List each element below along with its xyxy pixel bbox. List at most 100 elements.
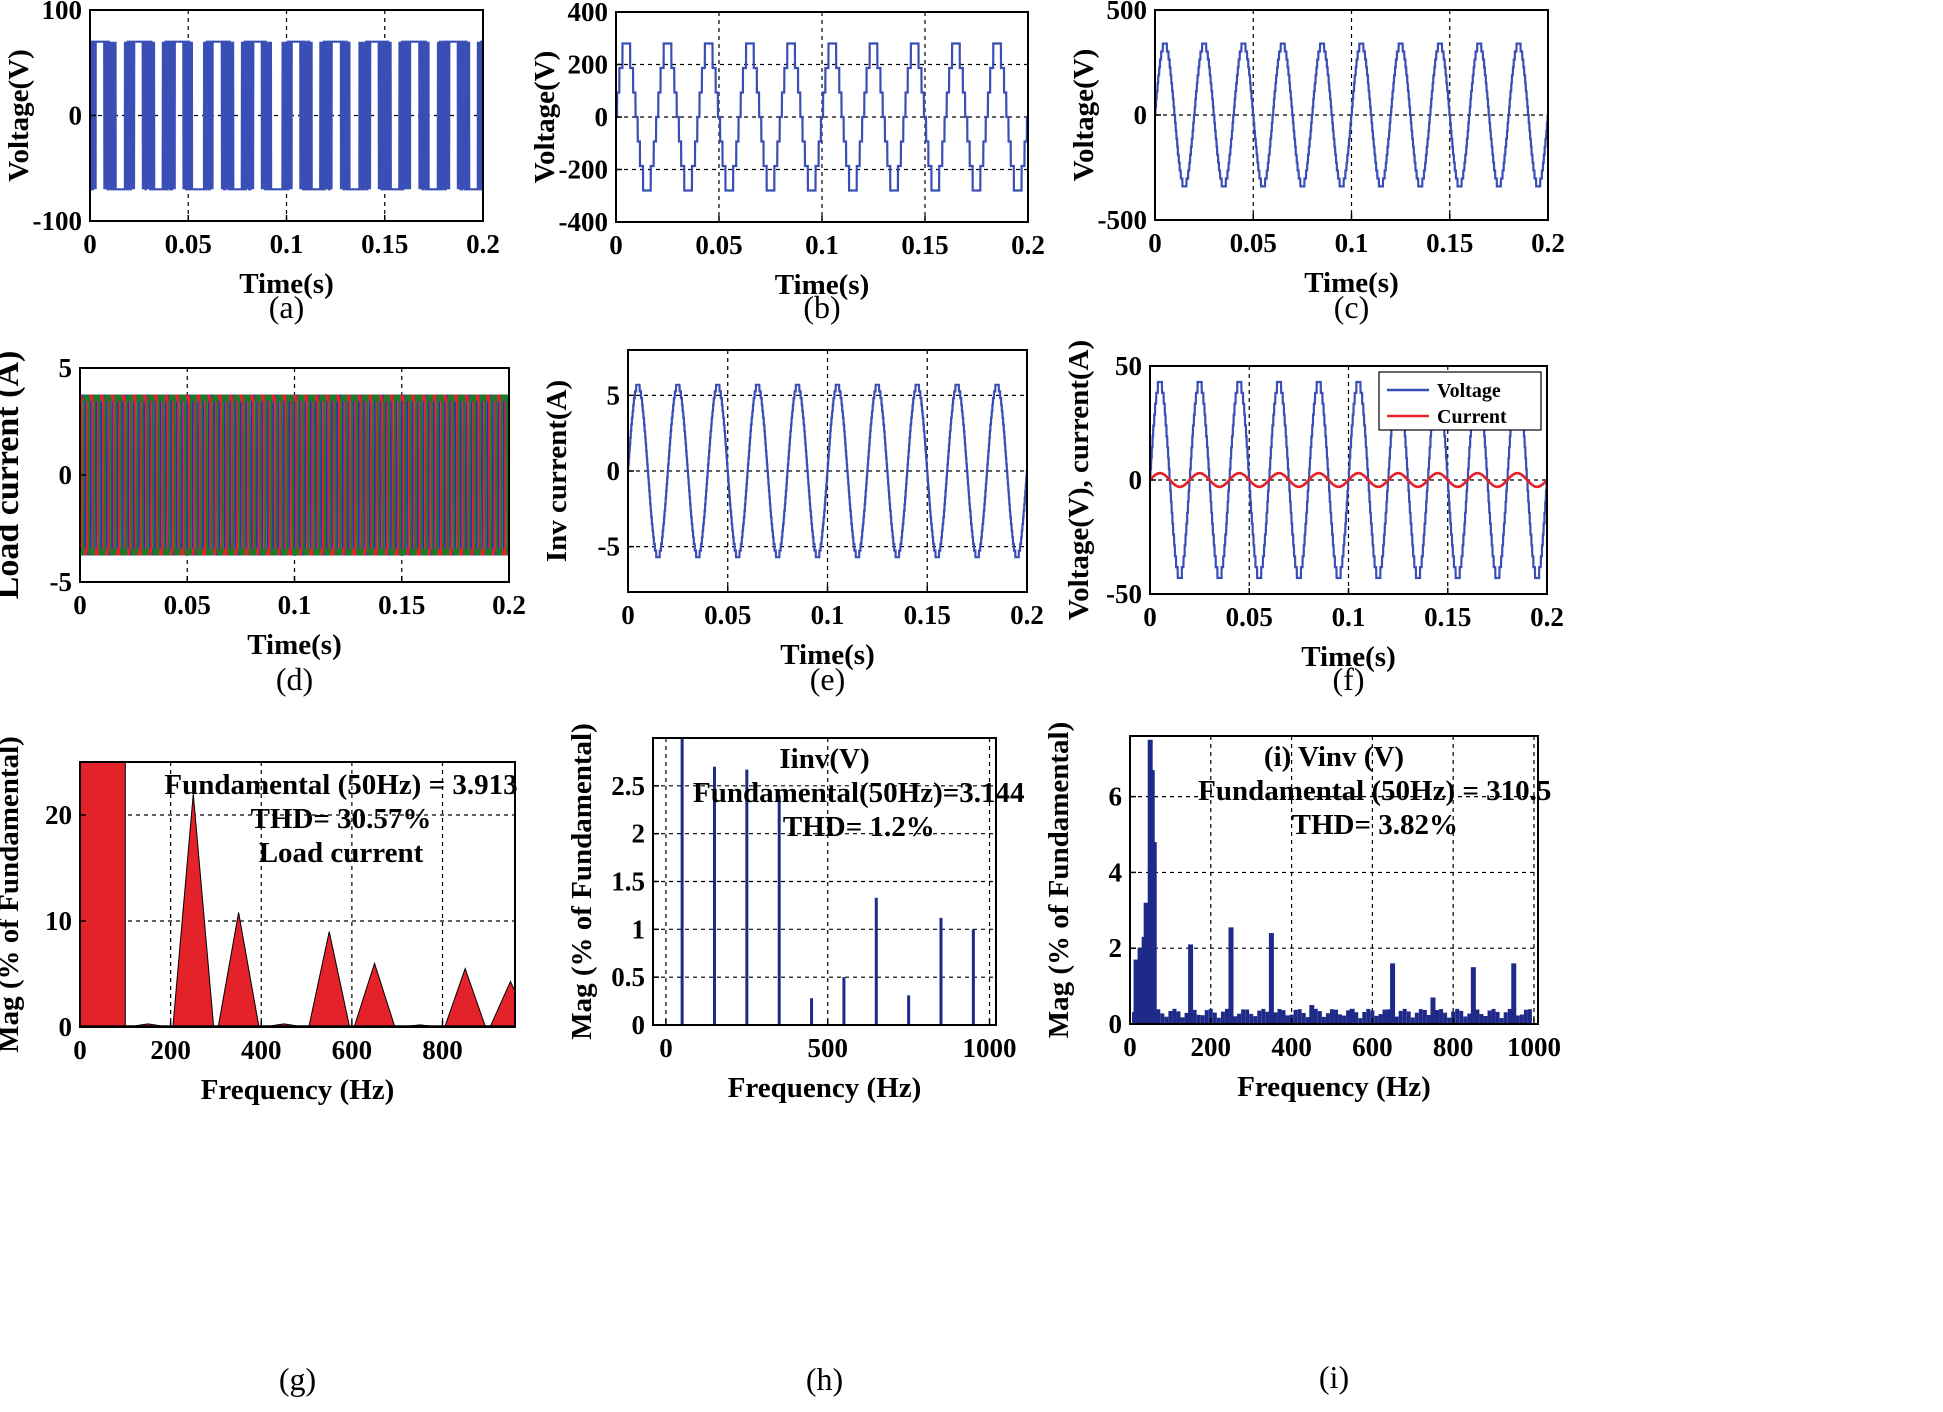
spectrum-bar [1228, 927, 1234, 1024]
spectrum-noise-bar [1156, 1009, 1161, 1024]
spectrum-bar [444, 967, 487, 1027]
x-tick-label: 500 [807, 1033, 848, 1063]
spectrum-noise-bar [1180, 1017, 1185, 1024]
x-tick-label: 0 [1143, 602, 1157, 632]
spectrum-noise-bar [1499, 1018, 1504, 1024]
legend-label: Voltage [1437, 380, 1501, 402]
subfigure-caption: (c) [1334, 289, 1370, 325]
data-group [1155, 42, 1548, 188]
spectrum-bar [1151, 842, 1157, 1024]
y-tick-label: 50 [1115, 351, 1142, 381]
spectrum-bar [712, 766, 716, 1025]
spectrum-noise-bar [1447, 1017, 1452, 1024]
x-tick-label: 0.05 [1226, 602, 1273, 632]
x-tick-label: 0.15 [378, 590, 425, 620]
chart-title: Iinv(V) [779, 743, 869, 775]
spectrum-noise-bar [1463, 1016, 1468, 1024]
annotation: Fundamental (50Hz) = 310.5 [1198, 775, 1551, 807]
chart-g: 0 200 400 600 800 0 10 20 Frequency (Hz) Mag (% o… [0, 736, 518, 1397]
x-tick-label: 0 [1148, 228, 1162, 258]
spectrum-noise-bar [1354, 1012, 1359, 1024]
y-tick-label: 0 [607, 456, 621, 486]
spectrum-noise-bar [1160, 1013, 1165, 1024]
x-tick-label: 0.1 [811, 600, 845, 630]
spectrum-noise-bar [1475, 1009, 1480, 1024]
spectrum-noise-bar [1435, 1010, 1440, 1024]
spectrum-noise-bar [1297, 1009, 1302, 1024]
y-tick-label: 0 [1109, 1009, 1123, 1039]
spectrum-noise-bar [1495, 1011, 1500, 1024]
spectrum-noise-bar [1228, 1010, 1233, 1024]
x-axis-label: Time(s) [1304, 267, 1399, 299]
spectrum-noise-bar [1366, 1008, 1371, 1024]
spectrum-noise-bar [1233, 1016, 1238, 1024]
spectrum-noise-bar [1390, 1013, 1395, 1024]
spectrum-noise-bar [1132, 1012, 1137, 1024]
x-tick-label: 1000 [1507, 1032, 1561, 1062]
spectrum-noise-bar [1329, 1009, 1334, 1024]
spectrum-bar [810, 998, 814, 1025]
subfigure-caption: (h) [806, 1361, 843, 1397]
spectrum-noise-bar [1483, 1015, 1488, 1024]
y-tick-label: 5 [59, 353, 73, 383]
y-axis-label: Mag (% of Fundamental) [0, 736, 25, 1053]
series-line-inv-current [628, 383, 1027, 559]
series-line-phase-a [80, 394, 509, 556]
spectrum-noise-bar [1140, 1010, 1145, 1024]
spectrum-noise-bar [1342, 1015, 1347, 1024]
y-tick-label: 0 [69, 101, 83, 131]
x-tick-label: 0.05 [695, 230, 742, 260]
spectrum-noise-bar [1515, 1015, 1520, 1024]
spectrum-bar [939, 917, 943, 1025]
plot-frame [1129, 735, 1539, 1025]
spectrum-noise-bar [1305, 1017, 1310, 1024]
spectrum-noise-bar [1224, 1008, 1229, 1024]
x-axis-label: Frequency (Hz) [1237, 1071, 1431, 1103]
spectrum-noise-bar [1443, 1012, 1448, 1024]
x-tick-label: 0.2 [1531, 228, 1565, 258]
spectrum-noise-bar [1455, 1008, 1460, 1024]
spectrum-noise-bar [1358, 1018, 1363, 1024]
y-tick-label: 0 [1134, 100, 1148, 130]
spectrum-noise-bar [1148, 1014, 1153, 1024]
x-tick-label: 0.15 [361, 229, 408, 259]
spectrum-noise-bar [1451, 1011, 1456, 1024]
legend-label: Current [1437, 406, 1507, 428]
x-tick-label: 0.15 [901, 230, 948, 260]
spectrum-noise-bar [1317, 1011, 1322, 1024]
annotation: Fundamental (50Hz) = 3.913 [164, 769, 517, 801]
spectrum-bar [1268, 933, 1274, 1024]
spectrum-noise-bar [1370, 1010, 1375, 1024]
y-tick-label: 5 [607, 380, 621, 410]
subfigure-caption: (b) [803, 289, 840, 325]
chart-e: 0 0.05 0.1 0.15 0.2 -5 0 5 Time(s) Inv current(A)… [541, 349, 1044, 697]
spectrum-bar [1511, 963, 1517, 1024]
spectrum-bar [1133, 959, 1139, 1024]
y-axis-label: Voltage(V) [1068, 49, 1100, 182]
series-line-current [1150, 471, 1547, 489]
y-tick-label: 200 [568, 50, 609, 80]
spectrum-bar [172, 793, 215, 1027]
x-tick-label: 400 [1271, 1032, 1312, 1062]
x-tick-label: 0.2 [466, 229, 500, 259]
x-tick-label: 0 [1123, 1032, 1137, 1062]
y-tick-label: 2 [1109, 933, 1123, 963]
x-tick-label: 0.05 [704, 600, 751, 630]
y-tick-label: 0 [595, 102, 609, 132]
spectrum-bar [680, 738, 684, 1025]
spectrum-noise-bar [1220, 1011, 1225, 1024]
chart-i: 0 200 400 600 800 1000 0 2 4 6 Frequency (Hz) Mag (… [1043, 722, 1561, 1395]
x-tick-label: 200 [150, 1035, 191, 1065]
y-tick-label: -400 [559, 207, 609, 237]
spectrum-bar [217, 912, 260, 1027]
spectrum-noise-bar [1527, 1009, 1532, 1024]
y-axis-label: Mag (% of Fundamental) [566, 723, 598, 1040]
y-tick-label: 0 [1129, 465, 1143, 495]
y-tick-label: 0.5 [611, 962, 645, 992]
spectrum-bar [1390, 963, 1396, 1024]
y-tick-label: 1 [632, 914, 646, 944]
spectrum-noise-bar [1378, 1014, 1383, 1024]
x-axis-label: Time(s) [239, 268, 334, 300]
x-tick-label: 0.15 [904, 600, 951, 630]
chart-h: 0 500 1000 0 0.5 1 1.5 2 2.5 Frequency (Hz) Mag (%… [566, 723, 1025, 1397]
